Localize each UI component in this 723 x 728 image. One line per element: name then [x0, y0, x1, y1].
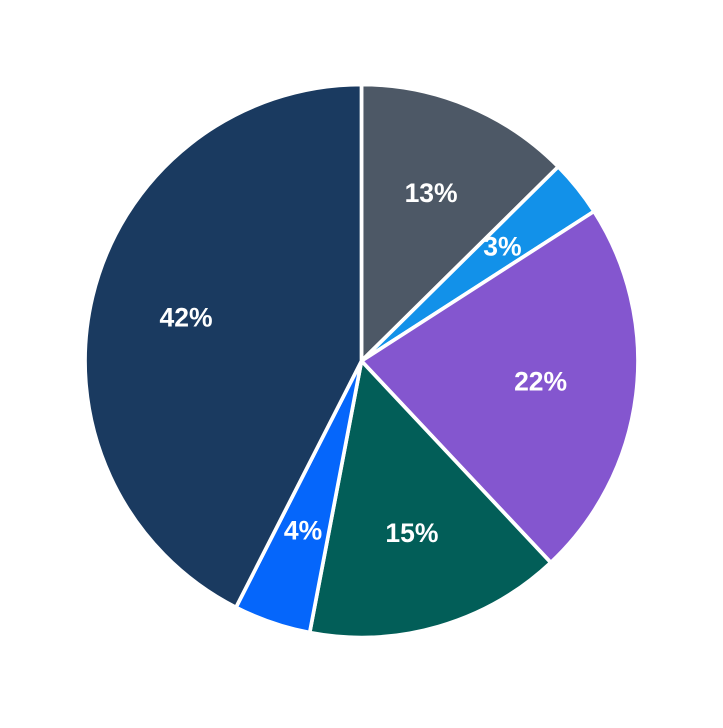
svg-text:22%: 22% [514, 367, 567, 397]
svg-text:42%: 42% [159, 303, 212, 333]
svg-text:3%: 3% [483, 232, 521, 262]
svg-text:13%: 13% [405, 178, 458, 208]
svg-text:15%: 15% [385, 518, 438, 548]
svg-text:4%: 4% [284, 515, 322, 545]
